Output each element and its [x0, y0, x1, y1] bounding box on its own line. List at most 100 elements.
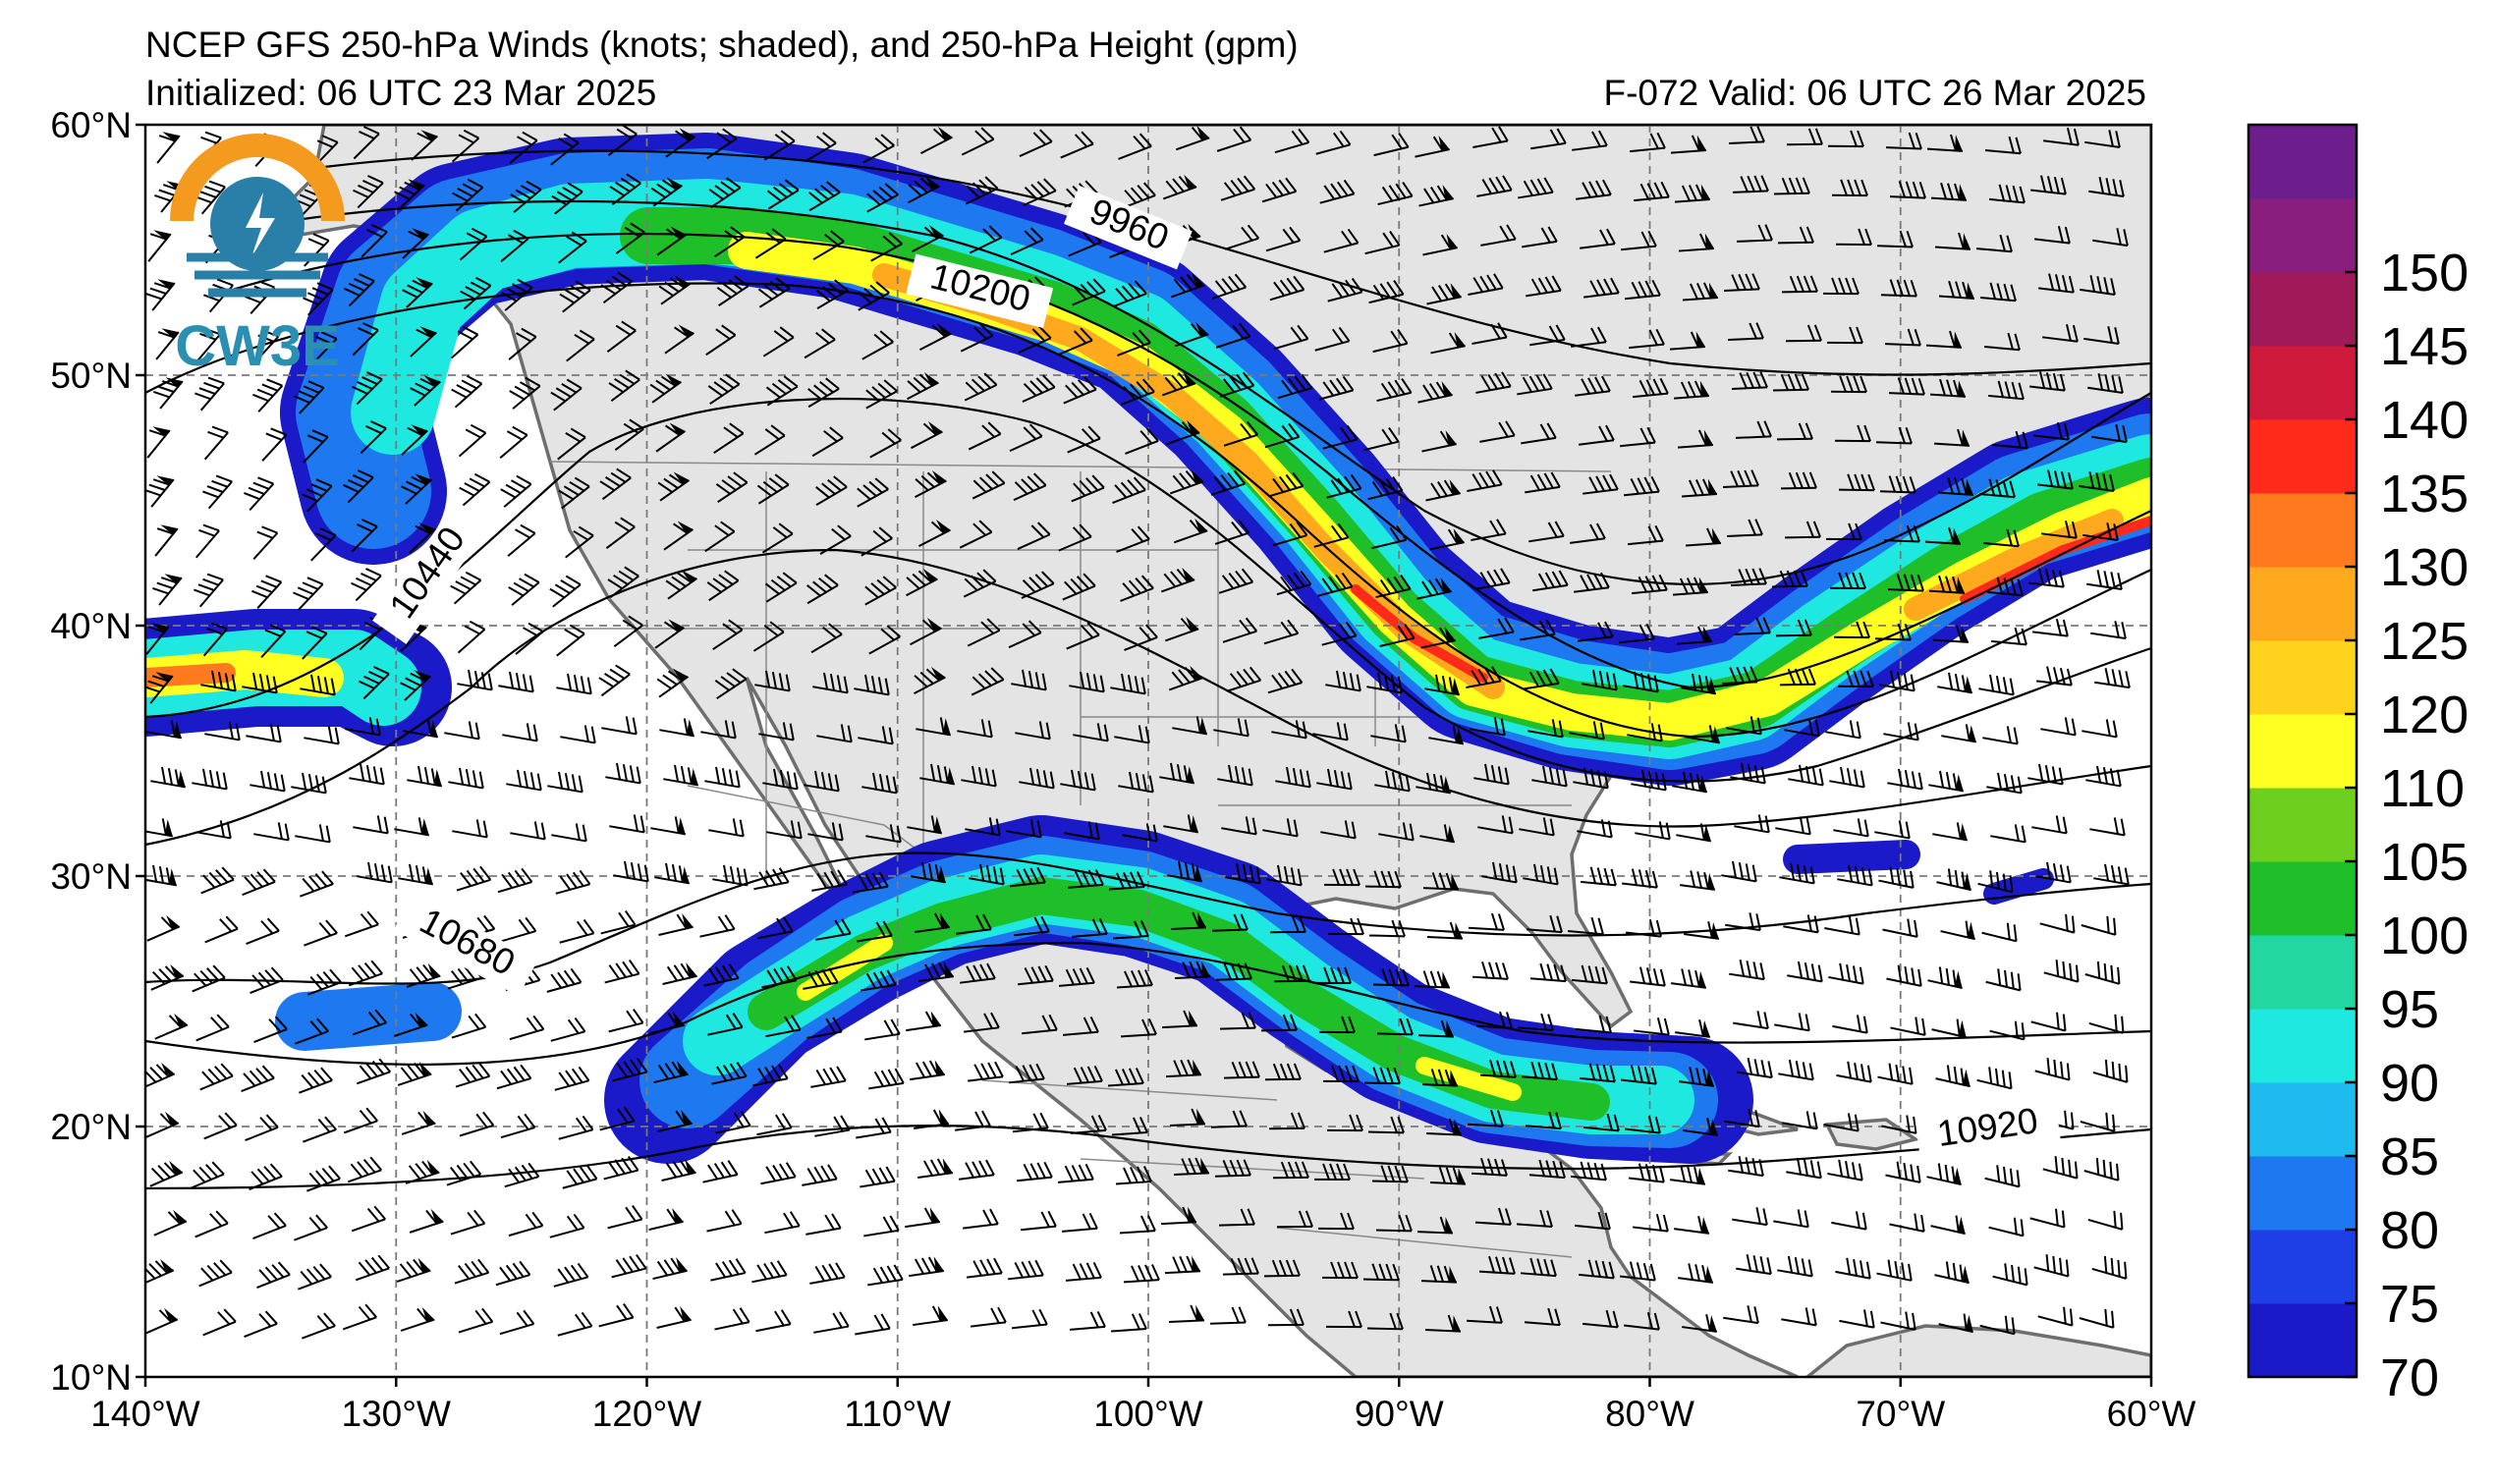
wind-barb — [1210, 469, 1247, 496]
wind-barb — [1064, 821, 1100, 841]
wind-barb — [509, 131, 538, 164]
wind-barb — [915, 912, 951, 934]
wind-barb — [1420, 627, 1456, 649]
wind-barb — [764, 572, 798, 603]
colorbar-tick-label: 145 — [2380, 317, 2469, 376]
wind-barb — [1776, 422, 1813, 441]
wind-barb — [1516, 1209, 1553, 1229]
wind-barb — [1827, 1159, 1863, 1182]
wind-barb — [1932, 822, 1968, 842]
wind-barb — [409, 522, 436, 554]
wind-barb — [657, 1110, 693, 1132]
wind-barb — [2084, 961, 2121, 985]
lat-tick-label: 10°N — [50, 1357, 132, 1398]
wind-barb — [656, 226, 687, 256]
wind-barb — [2087, 1210, 2124, 1231]
wind-barb — [1732, 175, 1769, 193]
wind-barb — [1323, 228, 1360, 253]
wind-barb — [409, 1208, 444, 1234]
wind-barb — [1632, 574, 1668, 595]
south-america-coast — [1804, 1324, 2151, 1377]
wind-barb — [2041, 521, 2078, 539]
wind-barb — [557, 427, 586, 461]
wind-barb — [968, 1061, 1004, 1082]
wind-barb — [806, 1017, 843, 1039]
wind-barb — [1569, 721, 1605, 741]
wind-barb — [1274, 128, 1310, 154]
wind-barb — [811, 869, 848, 892]
wind-barb — [1620, 426, 1656, 448]
wind-barb — [1781, 275, 1818, 294]
wind-barb — [306, 1165, 341, 1192]
wind-barb — [1979, 282, 2017, 302]
wind-barb — [1521, 422, 1557, 445]
wind-barb — [655, 422, 686, 453]
wind-barb — [1010, 866, 1046, 888]
wind-barb — [356, 1058, 391, 1085]
wind-barb — [1371, 525, 1408, 550]
wind-barb — [659, 718, 694, 738]
wind-barb — [500, 474, 532, 508]
wind-barb — [1277, 373, 1313, 400]
wind-barb — [294, 1214, 328, 1241]
wind-barb — [1580, 1063, 1616, 1083]
wind-barb — [712, 864, 749, 887]
wind-barb — [298, 1263, 332, 1291]
wind-barb — [1327, 277, 1363, 302]
wind-barb — [1990, 824, 2026, 844]
wind-barb — [955, 1110, 991, 1131]
wind-barb — [809, 1262, 846, 1285]
wind-barb — [398, 863, 433, 886]
wind-barb — [241, 1065, 275, 1093]
wind-barb — [360, 420, 387, 455]
wind-barb — [857, 920, 893, 943]
wind-barb — [600, 271, 633, 304]
wind-barb — [1117, 329, 1151, 357]
wind-barb — [866, 183, 899, 213]
wind-barb — [1112, 920, 1149, 940]
wind-barb — [1786, 128, 1823, 146]
wind-barb — [295, 1017, 329, 1045]
wind-barb — [1781, 1307, 1817, 1327]
wind-barb — [605, 762, 641, 785]
wind-barb — [1471, 1157, 1508, 1177]
wind-barb — [553, 1262, 589, 1288]
wind-barb — [861, 330, 894, 360]
wind-barb — [1778, 1059, 1814, 1081]
wind-barb — [969, 225, 1003, 254]
wind-barb — [1168, 1304, 1205, 1324]
wind-barb — [915, 470, 947, 499]
wind-barb — [508, 327, 537, 360]
wind-barb — [907, 815, 942, 835]
wind-barb — [1732, 1207, 1768, 1227]
wind-barb — [1071, 474, 1105, 503]
wind-barb — [200, 866, 235, 895]
wind-barb — [353, 126, 380, 160]
wind-barb — [1125, 427, 1159, 455]
wind-barb — [1633, 1213, 1669, 1233]
wind-barb — [558, 476, 590, 510]
wind-barb — [1172, 716, 1207, 736]
colorbar-tick-label: 100 — [2380, 907, 2469, 965]
wind-barb — [1317, 1212, 1355, 1231]
wind-barb — [1837, 670, 1874, 688]
wind-barb — [1929, 378, 1967, 398]
wind-barb — [459, 472, 491, 507]
wind-barb — [1057, 1163, 1094, 1183]
lon-tick-label: 110°W — [844, 1394, 951, 1434]
wind-barb — [1021, 571, 1055, 599]
wind-speed-shading — [145, 133, 2151, 1164]
wind-barb — [194, 376, 225, 412]
wind-barb — [1572, 130, 1608, 151]
wind-barb — [497, 867, 533, 894]
wind-barb — [1529, 324, 1566, 347]
wind-barb — [607, 566, 639, 598]
wind-barb — [1831, 1211, 1867, 1231]
wind-barb — [1416, 1216, 1454, 1235]
wind-barb — [1372, 968, 1410, 987]
wind-barb — [355, 1254, 390, 1282]
wind-barb — [1517, 373, 1553, 396]
wind-barb — [1773, 177, 1810, 195]
wind-barb — [1987, 577, 2024, 597]
wind-barb — [658, 275, 692, 305]
